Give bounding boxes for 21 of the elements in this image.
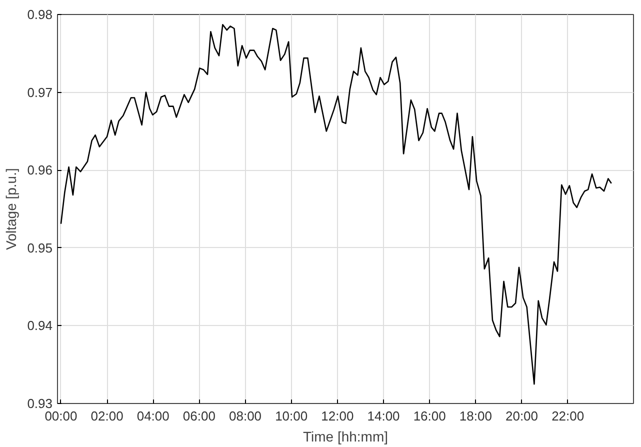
x-tick-label: 06:00 [182,408,216,424]
x-tick-label: 16:00 [413,408,446,424]
y-tick-label: 0.96 [27,162,53,178]
y-tick-label: 0.97 [27,84,53,100]
line-series [60,24,612,385]
x-tick-label: 20:00 [505,408,538,424]
x-tick-label: 22:00 [552,408,584,424]
y-tick-label: 0.98 [27,7,53,22]
x-tick-label: 18:00 [459,408,492,424]
x-axis-title: Time [hh:mm] [302,428,388,444]
x-tick-label: 10:00 [275,408,308,424]
x-tick-label: 02:00 [90,408,124,424]
x-tick-label: 00:00 [44,408,78,424]
y-tick-label: 0.94 [27,318,53,334]
x-tick-label: 08:00 [229,408,262,424]
x-tick-label: 12:00 [321,408,354,424]
y-tick-label: 0.95 [27,240,53,256]
x-tick-label: 04:00 [136,408,170,424]
x-tick-label: 14:00 [367,408,400,424]
y-axis-title: Voltage [p.u.] [3,168,20,250]
y-tick-label: 0.93 [27,396,53,411]
